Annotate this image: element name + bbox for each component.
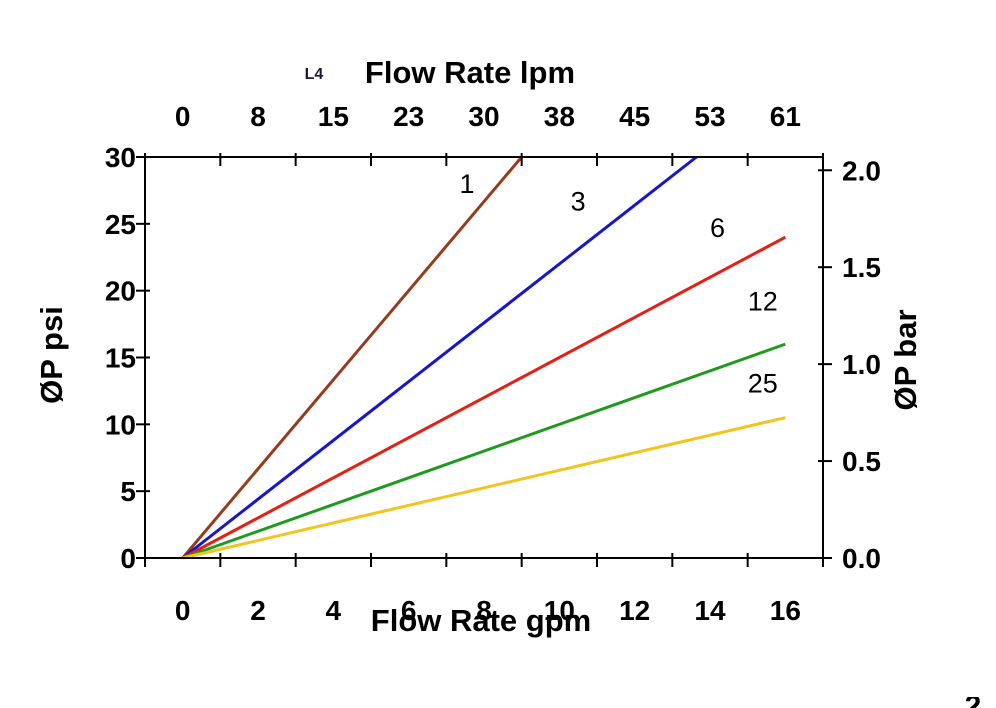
- x-top-tick-label: 8: [250, 101, 266, 132]
- x-top-tick-label: 23: [393, 101, 424, 132]
- y-left-tick-label: 20: [105, 276, 136, 307]
- series-line-6: [181, 235, 787, 560]
- y-right-tick-label: 0.0: [842, 543, 881, 574]
- x-bottom-tick-label: 16: [770, 595, 801, 626]
- x-top-tick-label: 30: [468, 101, 499, 132]
- x-bottom-tick-label: 8: [476, 595, 492, 626]
- plot-area: 0028415623830103812451453166105101520253…: [105, 101, 881, 626]
- y-left-tick-label: 25: [105, 209, 136, 240]
- y-right-tick-label: 0.5: [842, 446, 881, 477]
- x-top-tick-label: 0: [175, 101, 191, 132]
- y-right-tick-label: 1.0: [842, 349, 881, 380]
- series-line-1: [181, 156, 523, 559]
- y-left-tick-label: 10: [105, 409, 136, 440]
- bottom-axis-title: Flow Rate gpm: [371, 603, 591, 638]
- x-top-tick-label: 45: [619, 101, 650, 132]
- x-bottom-tick-label: 4: [326, 595, 342, 626]
- series-line-3: [181, 155, 698, 560]
- x-bottom-tick-label: 2: [250, 595, 266, 626]
- series-label-6: 6: [710, 213, 725, 243]
- corner-partial-digit: 2: [956, 697, 990, 708]
- y-right-tick-label: 2.0: [842, 155, 881, 186]
- x-top-tick-label: 15: [318, 101, 349, 132]
- y-right-tick-label: 1.5: [842, 252, 881, 283]
- series-label-25: 25: [748, 368, 778, 398]
- left-axis-title: ØP psi: [34, 306, 69, 404]
- series-label-12: 12: [748, 287, 778, 317]
- y-left-tick-label: 30: [105, 142, 136, 173]
- x-bottom-tick-label: 6: [401, 595, 417, 626]
- top-axis-title: Flow Rate lpm: [365, 55, 575, 90]
- x-bottom-tick-label: 14: [694, 595, 726, 626]
- x-bottom-tick-label: 10: [544, 595, 575, 626]
- l4-annotation: L4: [305, 66, 324, 83]
- x-top-tick-label: 61: [770, 101, 801, 132]
- right-axis-title: ØP bar: [888, 309, 923, 410]
- series-line-25: [182, 416, 786, 560]
- y-left-tick-label: 15: [105, 343, 136, 374]
- x-bottom-tick-label: 0: [175, 595, 191, 626]
- x-top-tick-label: 38: [544, 101, 575, 132]
- x-top-tick-label: 53: [694, 101, 725, 132]
- x-bottom-tick-label: 12: [619, 595, 650, 626]
- series-line-12: [182, 342, 786, 560]
- series-label-1: 1: [460, 169, 475, 199]
- y-left-tick-label: 5: [120, 476, 136, 507]
- y-left-tick-label: 0: [120, 543, 136, 574]
- series-label-3: 3: [571, 186, 586, 216]
